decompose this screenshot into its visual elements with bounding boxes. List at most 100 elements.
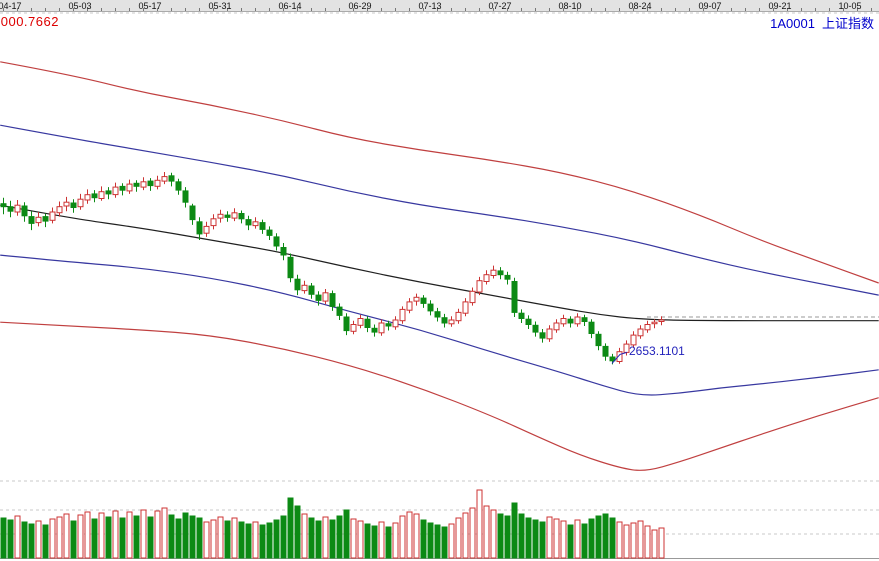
candle <box>518 309 525 323</box>
volume-bar <box>224 520 231 559</box>
candle <box>7 200 14 218</box>
candle <box>343 313 350 336</box>
candle-body <box>469 290 476 304</box>
volume-bar <box>364 523 371 559</box>
candle <box>56 201 63 217</box>
candle-body <box>77 198 84 208</box>
candle <box>434 307 441 322</box>
candle <box>126 179 133 194</box>
candle <box>371 324 378 337</box>
candle-body <box>266 229 273 236</box>
candle <box>322 289 329 305</box>
candle <box>490 265 497 279</box>
candle-body <box>504 274 511 280</box>
volume-bar <box>651 529 658 559</box>
low-price-annotation: 2653.1101 <box>629 344 685 358</box>
candle <box>259 219 266 234</box>
candle <box>35 212 42 227</box>
volume-bar <box>581 523 588 559</box>
date-label: 09-07 <box>698 1 721 11</box>
candle <box>581 314 588 326</box>
volume-bar <box>560 520 567 559</box>
candle-body <box>567 318 574 324</box>
candle <box>378 319 385 336</box>
candle <box>651 319 658 329</box>
envelope-bands <box>0 61 879 471</box>
volume-bar <box>588 518 595 559</box>
candle <box>28 211 35 231</box>
candle-body <box>497 270 504 276</box>
candle-body <box>350 324 357 332</box>
candle-body <box>140 181 147 188</box>
symbol-code: 1A0001 <box>770 16 815 31</box>
candle <box>595 331 602 351</box>
candle <box>574 313 581 327</box>
candle <box>231 208 238 222</box>
volume-bar <box>637 520 644 559</box>
candle-body <box>616 351 623 363</box>
volume-bar <box>329 519 336 559</box>
candle <box>385 320 392 331</box>
candle <box>42 213 49 228</box>
volume-bar <box>280 515 287 559</box>
date-label: 07-13 <box>418 1 441 11</box>
candle-body <box>658 319 665 322</box>
candle-body <box>455 311 462 322</box>
volume-bar <box>35 520 42 559</box>
candle <box>140 177 147 191</box>
candle-body <box>245 219 252 226</box>
candle <box>539 329 546 343</box>
candle-body <box>581 317 588 323</box>
volume-bar <box>210 519 217 559</box>
candle <box>217 209 224 223</box>
volume-bar <box>343 509 350 559</box>
candle <box>497 267 504 280</box>
date-label: 05-03 <box>68 1 91 11</box>
volume-bar <box>462 512 469 559</box>
candle-body <box>315 294 322 301</box>
low-annotation-pointer <box>611 351 628 364</box>
volume-bar <box>308 517 315 559</box>
candle-body <box>273 236 280 247</box>
volume-bar <box>315 520 322 559</box>
candle <box>70 199 77 213</box>
band-middle <box>0 204 879 322</box>
volume-bar <box>616 521 623 559</box>
candle <box>84 189 91 204</box>
volume-bar <box>70 520 77 559</box>
volume-bar <box>644 525 651 559</box>
candle-body <box>539 332 546 339</box>
candle-body <box>154 179 161 187</box>
volume-bar <box>574 519 581 559</box>
chart-title: 1A0001 上证指数 <box>770 13 874 32</box>
volume-bar <box>518 513 525 559</box>
candle <box>203 221 210 237</box>
volume-bar <box>28 523 35 559</box>
candle-body <box>630 334 637 346</box>
candle <box>189 203 196 225</box>
date-label: 06-29 <box>348 1 371 11</box>
candle-body <box>364 318 371 329</box>
band-upper-inner <box>0 124 879 296</box>
volume-bar <box>259 524 266 559</box>
candle <box>273 233 280 251</box>
candle <box>504 271 511 285</box>
candle <box>294 274 301 296</box>
volume-bar <box>630 522 637 559</box>
candle <box>546 325 553 342</box>
candle-body <box>63 201 70 207</box>
candle-body <box>371 327 378 333</box>
candle-body <box>532 324 539 333</box>
candle <box>287 253 294 283</box>
candle-body <box>175 181 182 191</box>
volume-bar <box>658 527 665 559</box>
volume-bar <box>63 513 70 559</box>
volume-bar <box>161 507 168 559</box>
candle-body <box>385 323 392 327</box>
candle-body <box>609 356 616 362</box>
candle <box>252 217 259 229</box>
band-lower-outer <box>0 321 879 471</box>
candle-body <box>399 308 406 322</box>
volume-bar <box>154 510 161 559</box>
